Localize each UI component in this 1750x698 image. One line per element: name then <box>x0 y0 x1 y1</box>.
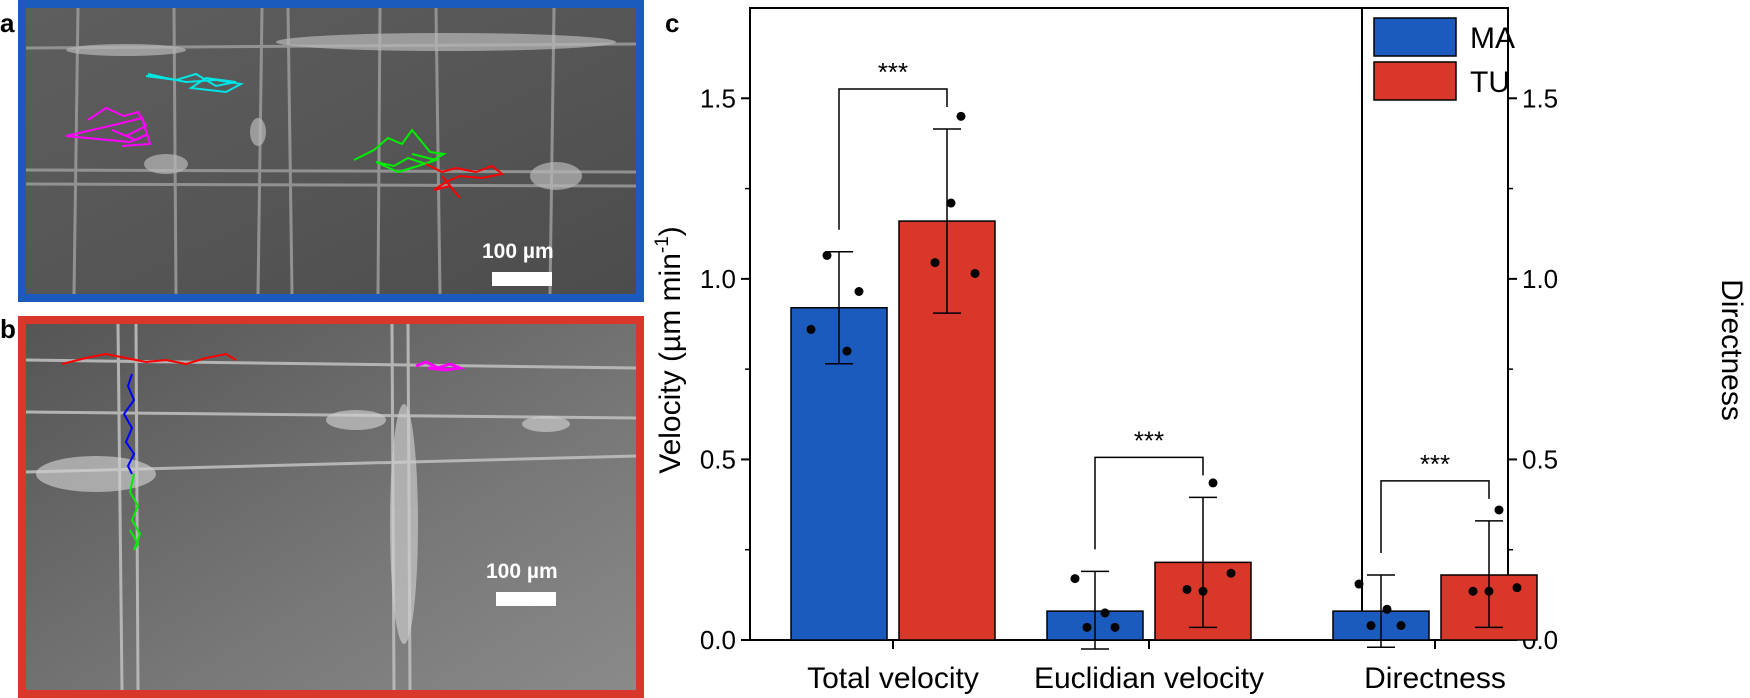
micrograph-b-image <box>26 324 636 690</box>
data-point-tu <box>1182 584 1192 594</box>
y-axis-title-main: Velocity (µm min <box>654 253 687 474</box>
legend-label-ma: MA <box>1470 22 1515 55</box>
data-point-ma <box>822 250 832 260</box>
data-point-tu <box>1208 478 1218 488</box>
data-point-tu <box>1226 568 1236 578</box>
y2-tick-label: 0.5 <box>1522 444 1558 474</box>
track-red <box>425 163 505 199</box>
legend-label-tu: TU <box>1470 66 1510 99</box>
y-axis-title-close: ) <box>654 226 687 236</box>
data-point-ma <box>1070 574 1080 584</box>
micrograph-panel-a: 100 µm <box>18 0 644 302</box>
data-point-tu <box>930 258 940 268</box>
y2-tick-label: 1.5 <box>1522 83 1558 113</box>
y-tick-label: 0.5 <box>700 444 736 474</box>
y-axis-title-sup: -1 <box>652 236 673 253</box>
panel-letter-b: b <box>0 314 16 344</box>
data-point-ma <box>1110 622 1120 632</box>
significance-label: *** <box>878 57 908 87</box>
track-green <box>353 128 448 174</box>
data-point-ma <box>854 286 864 296</box>
y-tick-label: 0.0 <box>700 625 736 655</box>
x-tick-label: Total velocity <box>807 662 979 695</box>
significance-bracket <box>1094 456 1204 550</box>
data-point-ma <box>1396 621 1406 631</box>
significance-bracket <box>838 88 948 230</box>
data-point-ma <box>842 346 852 356</box>
track-green-b <box>128 473 142 551</box>
data-point-tu <box>1198 586 1208 596</box>
y-tick-label: 1.0 <box>700 264 736 294</box>
data-point-ma <box>1366 621 1376 631</box>
data-point-tu <box>946 198 956 208</box>
track-red-b <box>61 352 237 366</box>
y2-axis-title: Directness <box>1715 279 1748 421</box>
data-point-ma <box>1100 608 1110 618</box>
scale-label-a: 100 µm <box>482 240 554 263</box>
micrograph-panel-b: 100 µm <box>18 316 644 698</box>
legend-swatch-tu <box>1373 61 1457 101</box>
scale-bar-a <box>492 272 552 286</box>
significance-bracket <box>1380 480 1490 553</box>
data-point-tu <box>1468 586 1478 596</box>
data-point-ma <box>1082 622 1092 632</box>
x-tick-label: Euclidian velocity <box>1034 662 1264 695</box>
bar-chart: 0.0 0.00.5 0.51.0 1.01.5 1.5***Total velocit… <box>652 7 1748 695</box>
data-point-tu <box>970 268 980 278</box>
plot-area: 0.0 0.00.5 0.51.0 1.01.5 1.5***Total velocit… <box>700 7 1558 695</box>
scale-label-b: 100 µm <box>486 560 558 583</box>
panel-letter-a: a <box>0 8 15 38</box>
y2-tick-label: 1.0 <box>1522 264 1558 294</box>
y-axis-title: Velocity (µm min-1) <box>652 226 687 474</box>
data-point-tu <box>956 111 966 121</box>
track-magenta-b <box>415 360 466 372</box>
significance-label: *** <box>1420 449 1450 479</box>
y-tick-label: 1.5 <box>700 83 736 113</box>
data-point-ma <box>1354 579 1364 589</box>
track-cyan <box>145 72 245 94</box>
data-point-tu <box>1494 505 1504 515</box>
track-magenta <box>65 106 152 147</box>
micrograph-a-image <box>26 8 636 294</box>
legend-swatch-ma <box>1373 17 1457 57</box>
data-point-tu <box>1512 583 1522 593</box>
scale-bar-b <box>496 592 556 606</box>
data-point-tu <box>1484 586 1494 596</box>
track-blue-b <box>122 373 136 475</box>
data-point-ma <box>806 324 816 334</box>
panel-letter-c: c <box>665 8 680 38</box>
x-tick-label: Directness <box>1364 662 1506 695</box>
significance-label: *** <box>1134 425 1164 455</box>
data-point-ma <box>1382 604 1392 614</box>
